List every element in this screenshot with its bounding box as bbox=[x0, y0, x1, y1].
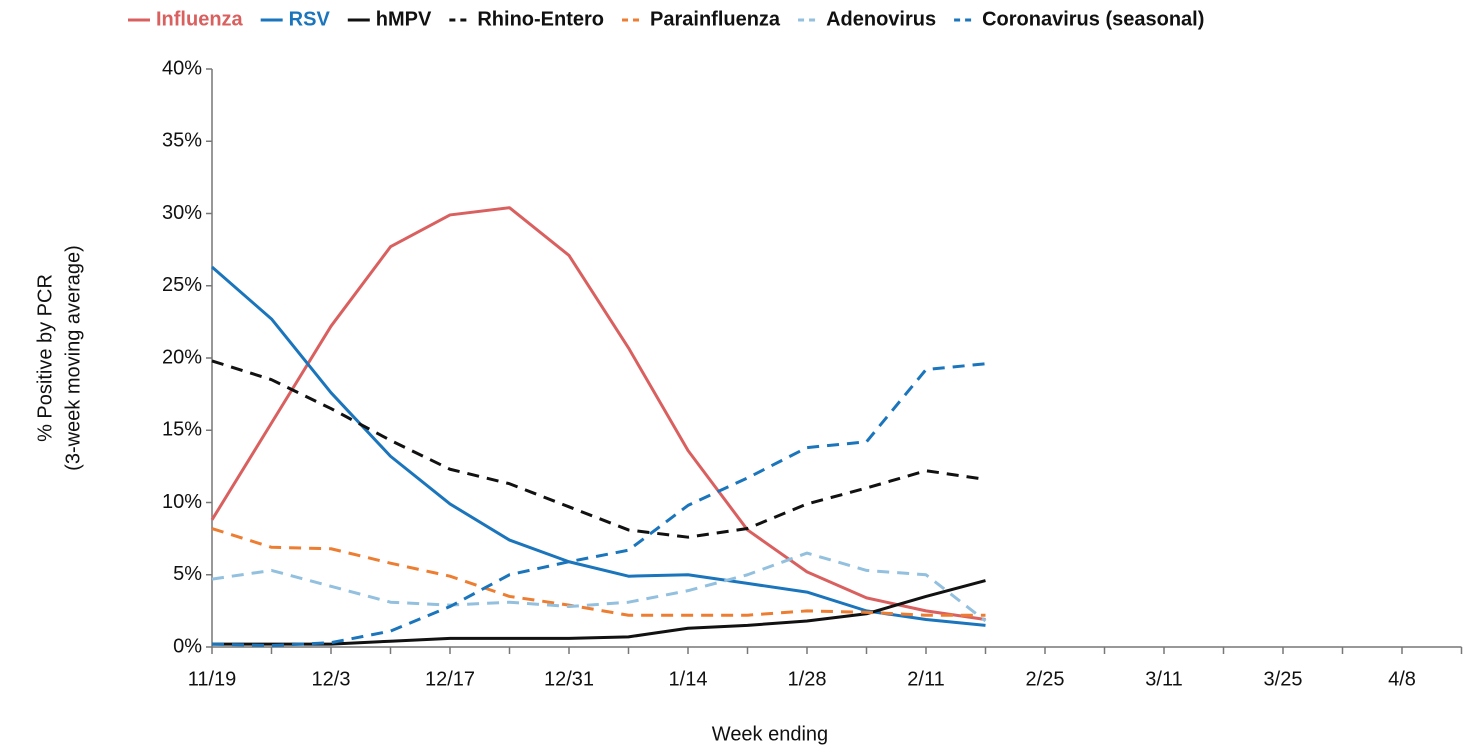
x-tick-label: 12/17 bbox=[425, 668, 475, 690]
y-tick-label: 25% bbox=[162, 274, 202, 296]
series-line bbox=[212, 579, 986, 646]
x-tick-label: 2/11 bbox=[907, 668, 944, 690]
y-tick-label: 35% bbox=[162, 130, 202, 152]
legend: Influenza RSV hMPV Rhino-Entero Parainfluenz… bbox=[128, 8, 1204, 30]
series-line bbox=[211, 359, 986, 539]
x-tick-label: 3/11 bbox=[1145, 668, 1182, 690]
y-tick-label: 15% bbox=[162, 419, 202, 441]
y-tick-label: 0% bbox=[173, 635, 202, 657]
series-line bbox=[211, 362, 986, 648]
y-tick-label: 10% bbox=[162, 491, 202, 513]
legend-label: Influenza bbox=[156, 8, 244, 30]
x-tick-label: 4/8 bbox=[1388, 668, 1416, 690]
x-tick-label: 1/14 bbox=[669, 668, 708, 690]
series-line bbox=[211, 551, 987, 623]
x-tick-label: 12/31 bbox=[544, 668, 594, 690]
y-tick-label: 40% bbox=[162, 57, 202, 79]
x-tick-label: 2/25 bbox=[1026, 668, 1065, 690]
y-axis-title: % Positive by PCR bbox=[34, 274, 56, 442]
legend-label: Rhino-Entero bbox=[477, 8, 604, 30]
series-line bbox=[211, 265, 986, 627]
x-tick-label: 12/3 bbox=[312, 668, 351, 690]
x-tick-label: 11/19 bbox=[188, 668, 237, 690]
y-tick-label: 30% bbox=[162, 202, 202, 224]
series-line bbox=[211, 527, 986, 617]
y-tick-label: 5% bbox=[173, 563, 202, 585]
legend-label: hMPV bbox=[376, 8, 432, 30]
y-axis-title: (3-week moving average) bbox=[62, 245, 84, 471]
legend-label: RSV bbox=[289, 8, 331, 30]
series-line bbox=[210, 206, 986, 622]
x-tick-label: 3/25 bbox=[1264, 668, 1303, 690]
legend-label: Adenovirus bbox=[826, 8, 936, 30]
legend-label: Parainfluenza bbox=[650, 8, 781, 30]
legend-label: Coronavirus (seasonal) bbox=[982, 8, 1204, 30]
x-axis-title: Week ending bbox=[712, 723, 828, 745]
x-tick-label: 1/28 bbox=[788, 668, 827, 690]
y-tick-label: 20% bbox=[162, 346, 202, 368]
